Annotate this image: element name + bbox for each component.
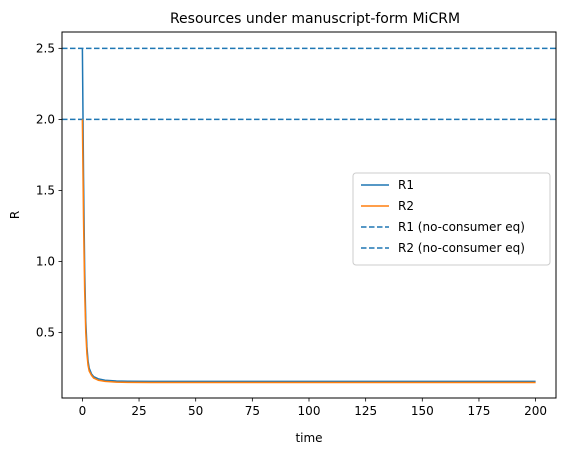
legend-label: R2 [398,199,414,213]
x-tick-label: 175 [468,404,491,418]
x-tick-label: 50 [188,404,203,418]
legend-label: R1 (no-consumer eq) [398,220,525,234]
legend-label: R1 [398,178,414,192]
chart-title: Resources under manuscript-form MiCRM [170,11,460,27]
plot-area [62,47,556,384]
x-tick-label: 100 [298,404,321,418]
x-axis-title: time [295,431,322,445]
legend-box [352,172,551,266]
legend-label: R2 (no-consumer eq) [398,241,525,255]
x-tick-label: 75 [245,404,260,418]
x-tick-label: 150 [411,404,434,418]
x-axis: 0 25 50 75 100 125 150 175 200 [79,398,547,418]
series-line-r2 [81,119,536,384]
x-tick-label: 125 [354,404,377,418]
y-tick-label: 1.5 [36,183,55,197]
x-tick-label: 25 [131,404,146,418]
y-axis: 0.5 1.0 1.5 2.0 2.5 [36,41,62,340]
y-tick-label: 2.0 [36,112,55,126]
x-tick-label: 0 [79,404,87,418]
y-tick-label: 0.5 [36,326,55,340]
x-tick-label: 200 [524,404,547,418]
legend: R1 R2 R1 (no-consumer eq) R2 (no-consumer e… [352,172,551,266]
y-tick-label: 2.5 [36,41,55,55]
y-tick-label: 1.0 [36,255,55,269]
y-axis-title: R [8,211,22,219]
